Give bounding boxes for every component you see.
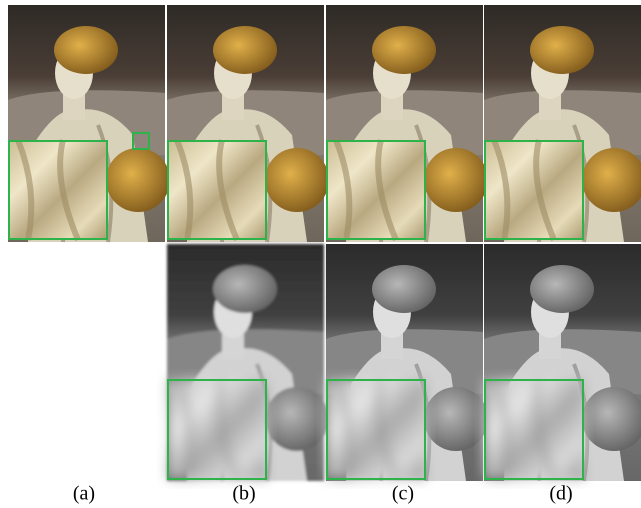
inset <box>167 379 267 479</box>
inset <box>167 140 267 240</box>
panel-a <box>8 5 170 242</box>
caption-label: (d) <box>549 483 572 505</box>
panel-d <box>484 5 641 242</box>
inset <box>326 379 426 479</box>
caption-label: (b) <box>232 483 255 505</box>
figure: (a) (b) (c) (d) <box>0 0 641 508</box>
gray-b <box>167 244 329 481</box>
inset <box>8 140 108 240</box>
inset <box>484 379 584 479</box>
gray-c <box>326 244 488 481</box>
gray-d <box>484 244 641 481</box>
panel-b <box>167 5 329 242</box>
inset <box>484 140 584 240</box>
inset <box>326 140 426 240</box>
panel-c <box>326 5 488 242</box>
caption-label: (a) <box>73 483 95 505</box>
caption-label: (c) <box>392 483 414 505</box>
